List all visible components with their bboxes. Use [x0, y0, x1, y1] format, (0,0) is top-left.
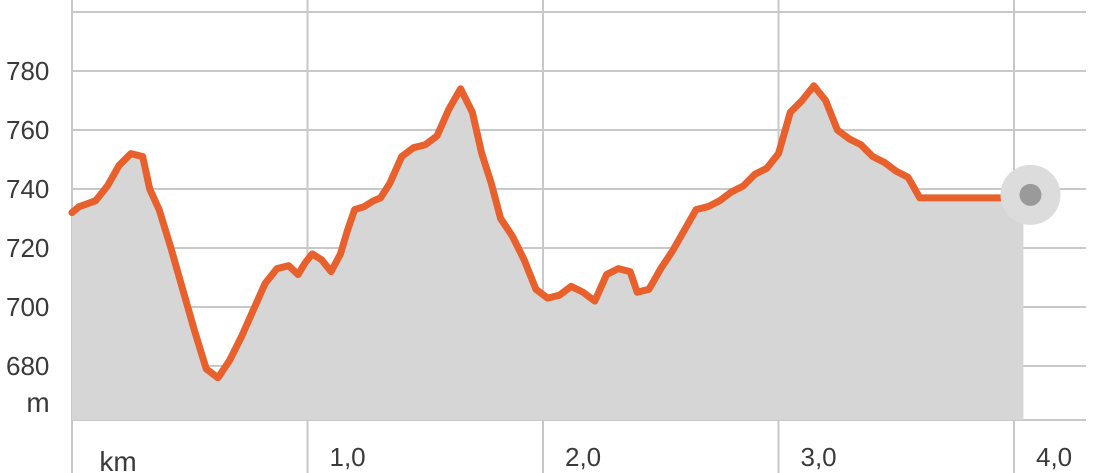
position-cursor[interactable]	[1000, 164, 1061, 225]
x-tick-label: 2,0	[565, 442, 601, 472]
y-tick-label: 680	[6, 351, 49, 381]
cursor-dot[interactable]	[1019, 183, 1042, 206]
elevation-line	[68, 82, 1027, 382]
x-tick-label: 1,0	[330, 442, 366, 472]
y-tick-label: 720	[6, 233, 49, 263]
x-tick-label: 4,0	[1036, 442, 1072, 472]
x-axis-labels: 1,0 2,0 3,0 4,0	[330, 442, 1073, 472]
y-tick-label: 760	[6, 115, 49, 145]
y-axis-unit-label: m	[26, 387, 49, 418]
y-tick-label: 700	[6, 292, 49, 322]
y-tick-label: 740	[6, 174, 49, 204]
y-tick-label: 780	[6, 56, 49, 86]
elevation-area	[72, 85, 1024, 420]
x-tick-label: 3,0	[801, 442, 837, 472]
x-axis-unit-label: km	[99, 446, 136, 473]
y-axis-labels: 680 700 720 740 760 780	[6, 56, 49, 381]
